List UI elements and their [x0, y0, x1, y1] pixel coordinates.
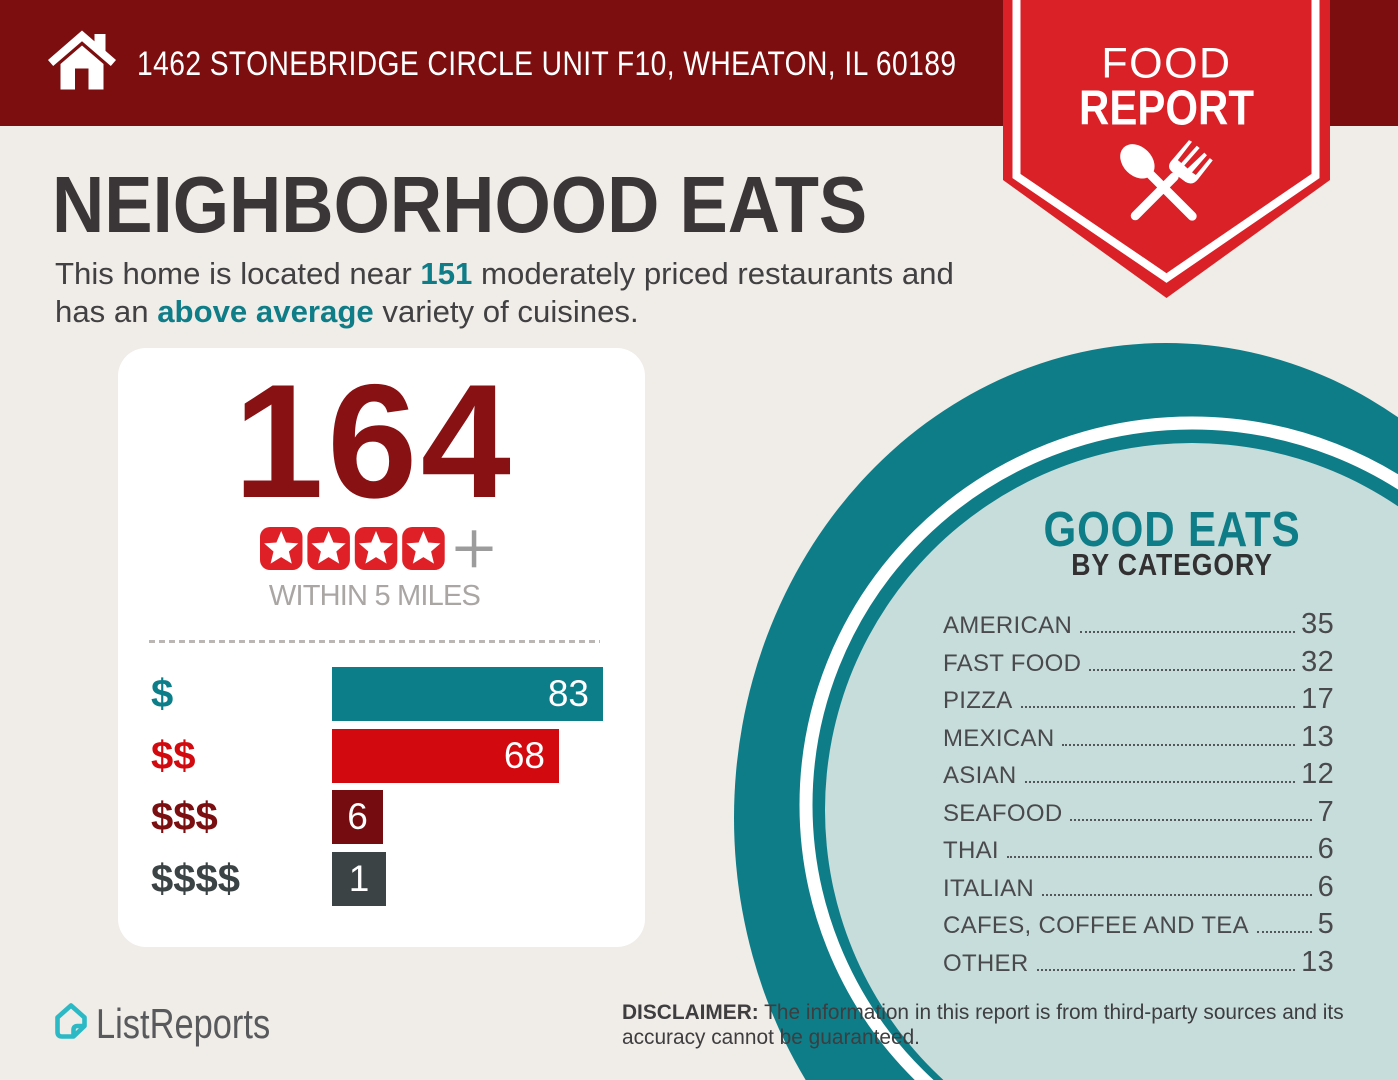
svg-text:FOOD: FOOD — [1101, 40, 1231, 88]
svg-text:REPORT: REPORT — [1079, 80, 1254, 135]
